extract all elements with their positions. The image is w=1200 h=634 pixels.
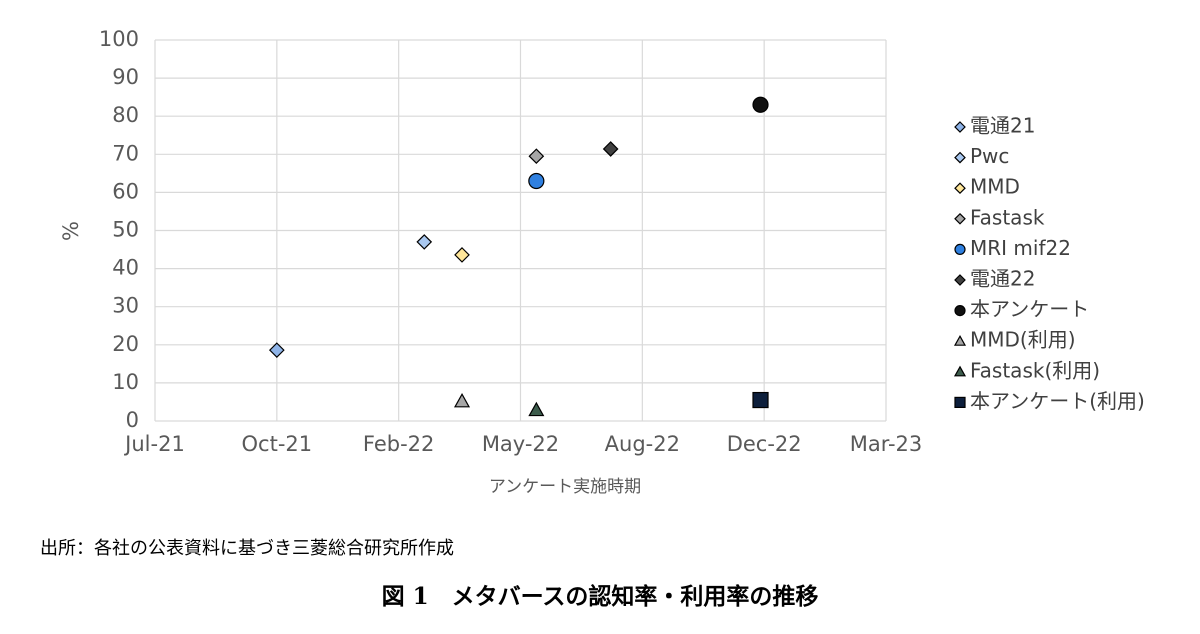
point: [268, 342, 285, 358]
point: [454, 247, 470, 263]
legend-marker: [954, 212, 966, 225]
legend-marker: [954, 243, 966, 255]
y-tick-label: 70: [112, 141, 139, 165]
point: [602, 141, 619, 157]
point: [752, 96, 769, 113]
point: [752, 391, 769, 409]
legend-marker: [954, 121, 966, 133]
y-tick-label: 100: [99, 27, 139, 51]
legend-marker: [953, 334, 967, 346]
point: [528, 148, 545, 165]
source-note: 出所：各社の公表資料に基づき三菱総合研究所作成: [40, 538, 454, 559]
legend-label: MMD(利用): [970, 328, 1076, 352]
legend-label: 本アンケート: [970, 297, 1089, 321]
x-tick-label: Oct-21: [242, 432, 313, 456]
legend-label: MRI mif22: [970, 236, 1071, 260]
x-axis-label: アンケート実施時期: [489, 477, 641, 497]
y-tick-label: 80: [112, 103, 139, 127]
x-tick-label: Mar-23: [850, 432, 923, 456]
point: [416, 234, 433, 250]
legend-label: 本アンケート(利用): [970, 389, 1145, 413]
y-tick-label: 10: [112, 370, 139, 394]
point: [454, 392, 471, 408]
legend-label: Fastask: [970, 205, 1045, 229]
y-tick-label: 90: [112, 65, 139, 89]
y-tick-label: 20: [112, 332, 139, 356]
x-tick-label: May-22: [482, 432, 559, 456]
legend-label: Pwc: [970, 144, 1009, 168]
x-tick-label: Feb-22: [363, 432, 434, 456]
y-axis-label: %: [59, 221, 83, 241]
legend-label: Fastask(利用): [970, 358, 1100, 382]
x-tick-label: Jul-21: [123, 432, 185, 456]
point: [528, 172, 545, 190]
legend-label: 電通22: [970, 267, 1035, 291]
y-tick-label: 0: [126, 408, 139, 432]
y-tick-label: 60: [112, 179, 139, 203]
legend-marker: [954, 151, 966, 164]
legend-marker: [954, 396, 966, 408]
x-tick-label: Aug-22: [605, 432, 680, 456]
legend-label: 電通21: [970, 114, 1035, 138]
legend-marker: [954, 305, 966, 317]
y-tick-label: 50: [112, 218, 139, 242]
point: [528, 401, 545, 417]
y-tick-label: 40: [112, 256, 139, 280]
x-tick-label: Dec-22: [727, 432, 802, 456]
legend-marker: [953, 365, 967, 377]
legend-marker: [954, 182, 966, 195]
legend-marker: [954, 274, 966, 286]
legend-label: MMD: [970, 175, 1020, 199]
figure-caption: 図 1 メタバースの認知率・利用率の推移: [382, 583, 819, 610]
y-tick-label: 30: [112, 294, 139, 318]
